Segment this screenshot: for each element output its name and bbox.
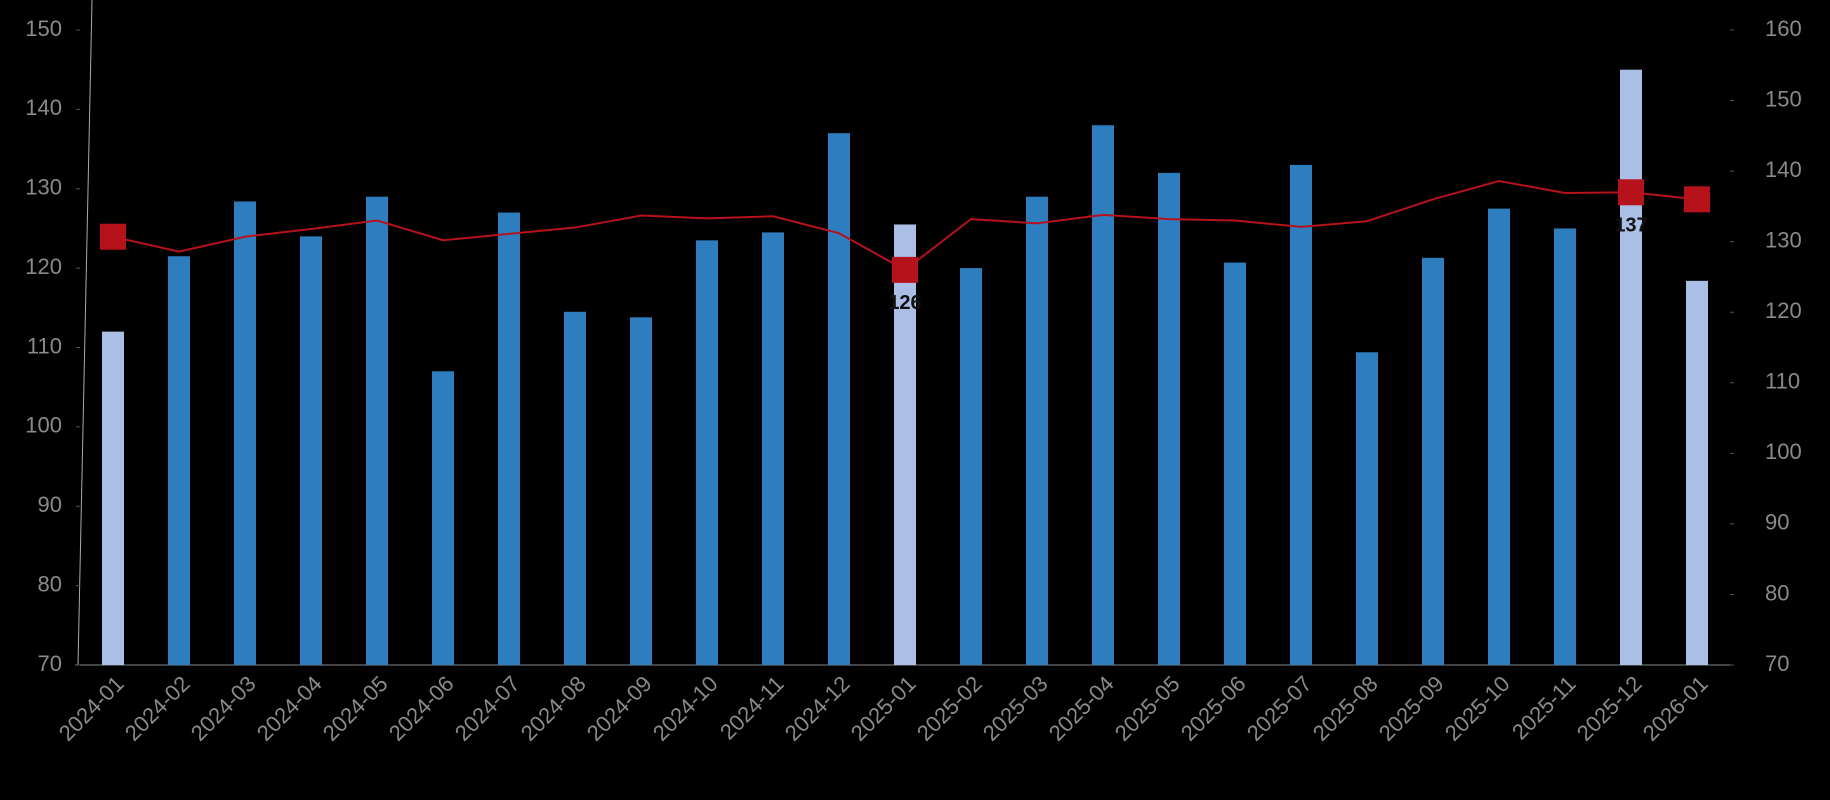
y-tick-label: 150: [25, 16, 62, 41]
bar: [1092, 125, 1114, 665]
x-tick-label: 2025-02: [912, 671, 987, 746]
x-tick-label: 2025-04: [1044, 671, 1119, 746]
y2-tick-label: 80: [1765, 580, 1789, 605]
bar: [1422, 257, 1444, 665]
x-tick-label: 2024-11: [715, 671, 789, 745]
bar: [1488, 208, 1510, 665]
bar: [762, 232, 784, 665]
y2-tick-label: 100: [1765, 439, 1802, 464]
x-tick-label: 2025-01: [846, 671, 921, 746]
x-tick-label: 2024-08: [516, 671, 591, 746]
bar: [366, 196, 388, 665]
y2-tick-label: 150: [1765, 86, 1802, 111]
bar: [828, 133, 850, 665]
x-tick-label: 2024-02: [120, 671, 195, 746]
y-tick-label: 140: [25, 95, 62, 120]
bar: [498, 212, 520, 665]
x-tick-label: 2026-01: [1638, 671, 1713, 746]
x-tick-label: 2024-09: [582, 671, 657, 746]
y2-tick-label: 110: [1765, 369, 1800, 394]
y2-tick-label: 140: [1765, 157, 1802, 182]
bar: [894, 224, 916, 665]
value-label: 137: [1614, 215, 1647, 237]
y-tick-label: 90: [38, 492, 62, 517]
bar: [1686, 280, 1708, 665]
x-tick-label: 2025-05: [1110, 671, 1185, 746]
bar: [1158, 172, 1180, 665]
bar: [300, 236, 322, 665]
x-tick-label: 2025-10: [1440, 671, 1515, 746]
x-tick-label: 2024-06: [384, 671, 459, 746]
bar: [564, 311, 586, 665]
y-tick-label: 80: [38, 571, 62, 596]
x-tick-label: 2025-09: [1374, 671, 1449, 746]
bar: [1620, 69, 1642, 665]
bar: [630, 317, 652, 665]
y2-tick-label: 120: [1765, 298, 1802, 323]
line-marker: [100, 223, 126, 250]
x-tick-label: 2025-07: [1242, 671, 1317, 746]
y2-tick-label: 90: [1765, 510, 1789, 535]
bar: [432, 371, 454, 665]
x-tick-label: 2024-01: [54, 671, 129, 746]
bar: [1026, 196, 1048, 665]
value-label: 126: [888, 292, 921, 314]
y-tick-label: 120: [25, 254, 62, 279]
bar: [1290, 164, 1312, 665]
bar: [960, 268, 982, 665]
x-tick-label: 2024-05: [318, 671, 393, 746]
x-tick-label: 2025-12: [1572, 671, 1647, 746]
bar: [234, 201, 256, 665]
line-marker: [892, 256, 918, 283]
x-tick-label: 2024-12: [780, 671, 855, 746]
x-tick-label: 2025-08: [1308, 671, 1383, 746]
y2-tick-label: 130: [1765, 227, 1802, 252]
bar: [102, 331, 124, 665]
y-tick-label: 110: [27, 333, 62, 358]
bar: [696, 240, 718, 665]
y-axis: [77, 0, 93, 666]
bar: [168, 256, 190, 665]
line-marker: [1618, 179, 1644, 206]
x-tick-label: 2025-11: [1507, 671, 1581, 745]
x-tick-label: 2024-10: [648, 671, 723, 746]
bar: [1554, 228, 1576, 665]
y-tick-label: 100: [25, 413, 62, 438]
x-tick-label: 2024-03: [186, 671, 261, 746]
bar: [1224, 262, 1246, 665]
x-tick-label: 2025-03: [978, 671, 1053, 746]
x-tick-label: 2024-07: [450, 671, 525, 746]
y2-tick-label: 160: [1765, 16, 1802, 41]
bar: [1356, 352, 1378, 665]
y-tick-label: 130: [25, 175, 62, 200]
x-tick-label: 2024-04: [252, 671, 327, 746]
y-tick-label: 70: [38, 651, 62, 676]
x-tick-label: 2025-06: [1176, 671, 1251, 746]
y2-tick-label: 70: [1765, 651, 1789, 676]
line-marker: [1684, 186, 1710, 213]
